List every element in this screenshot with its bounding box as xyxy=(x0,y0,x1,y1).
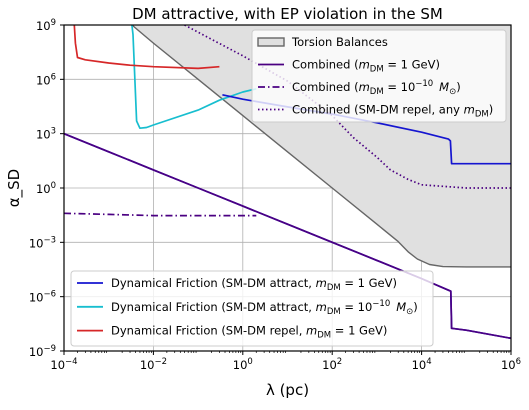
legend-label: Torsion Balances xyxy=(291,35,388,49)
series-line-torsion xyxy=(131,25,511,268)
legend-label: Combined (SM-DM repel, any mDM​) xyxy=(292,103,493,120)
x-tick-label: 10−4 xyxy=(50,357,77,372)
legend-lower: Dynamical Friction (SM-DM attract, mDM​ … xyxy=(70,270,434,347)
series-line-df3 xyxy=(73,25,220,70)
legend-label: Dynamical Friction (SM-DM attract, mDM​ … xyxy=(111,276,397,293)
x-tick-label: 10−2 xyxy=(140,357,167,372)
legend-box xyxy=(251,29,507,123)
x-tick-label: 106 xyxy=(501,357,521,372)
legend-label: Dynamical Friction (SM-DM attract, mDM​ … xyxy=(111,299,418,317)
y-tick-label: 106 xyxy=(36,72,56,87)
legend-upper: Torsion Balances Combined (mDM​ = 1 GeV) C… xyxy=(251,29,507,123)
y-tick-label: 10−9 xyxy=(29,344,56,359)
x-tick-label: 100 xyxy=(233,357,253,372)
series-line-comb1 xyxy=(64,132,511,340)
series-line-comb3 xyxy=(184,25,511,189)
legend-label: Dynamical Friction (SM-DM repel, mDM​ = … xyxy=(111,324,387,341)
y-axis-label: α_SD xyxy=(5,169,24,207)
chart-title: DM attractive, with EP violation in the … xyxy=(132,5,443,23)
legend-label: Combined (mDM​ = 1 GeV) xyxy=(292,58,440,75)
x-axis-label: λ (pc) xyxy=(266,381,309,399)
y-tick-label: 109 xyxy=(36,18,56,33)
legend-swatch xyxy=(257,37,285,47)
x-tick-label: 102 xyxy=(322,357,342,372)
y-tick-label: 10−6 xyxy=(29,290,56,305)
legend-box xyxy=(70,270,434,347)
x-tick-label: 104 xyxy=(412,357,432,372)
y-tick-label: 100 xyxy=(36,181,56,196)
axis-ticks: 10−4 10−2 100 102 104 106 10−9 10−6 10−3 100 103 10… xyxy=(29,18,521,372)
y-tick-label: 103 xyxy=(36,127,56,142)
legend-label: Combined (mDM​ = 10−10 M⊙​) xyxy=(292,79,461,97)
y-tick-label: 10−3 xyxy=(29,235,56,250)
series-line-comb2 xyxy=(64,212,257,217)
